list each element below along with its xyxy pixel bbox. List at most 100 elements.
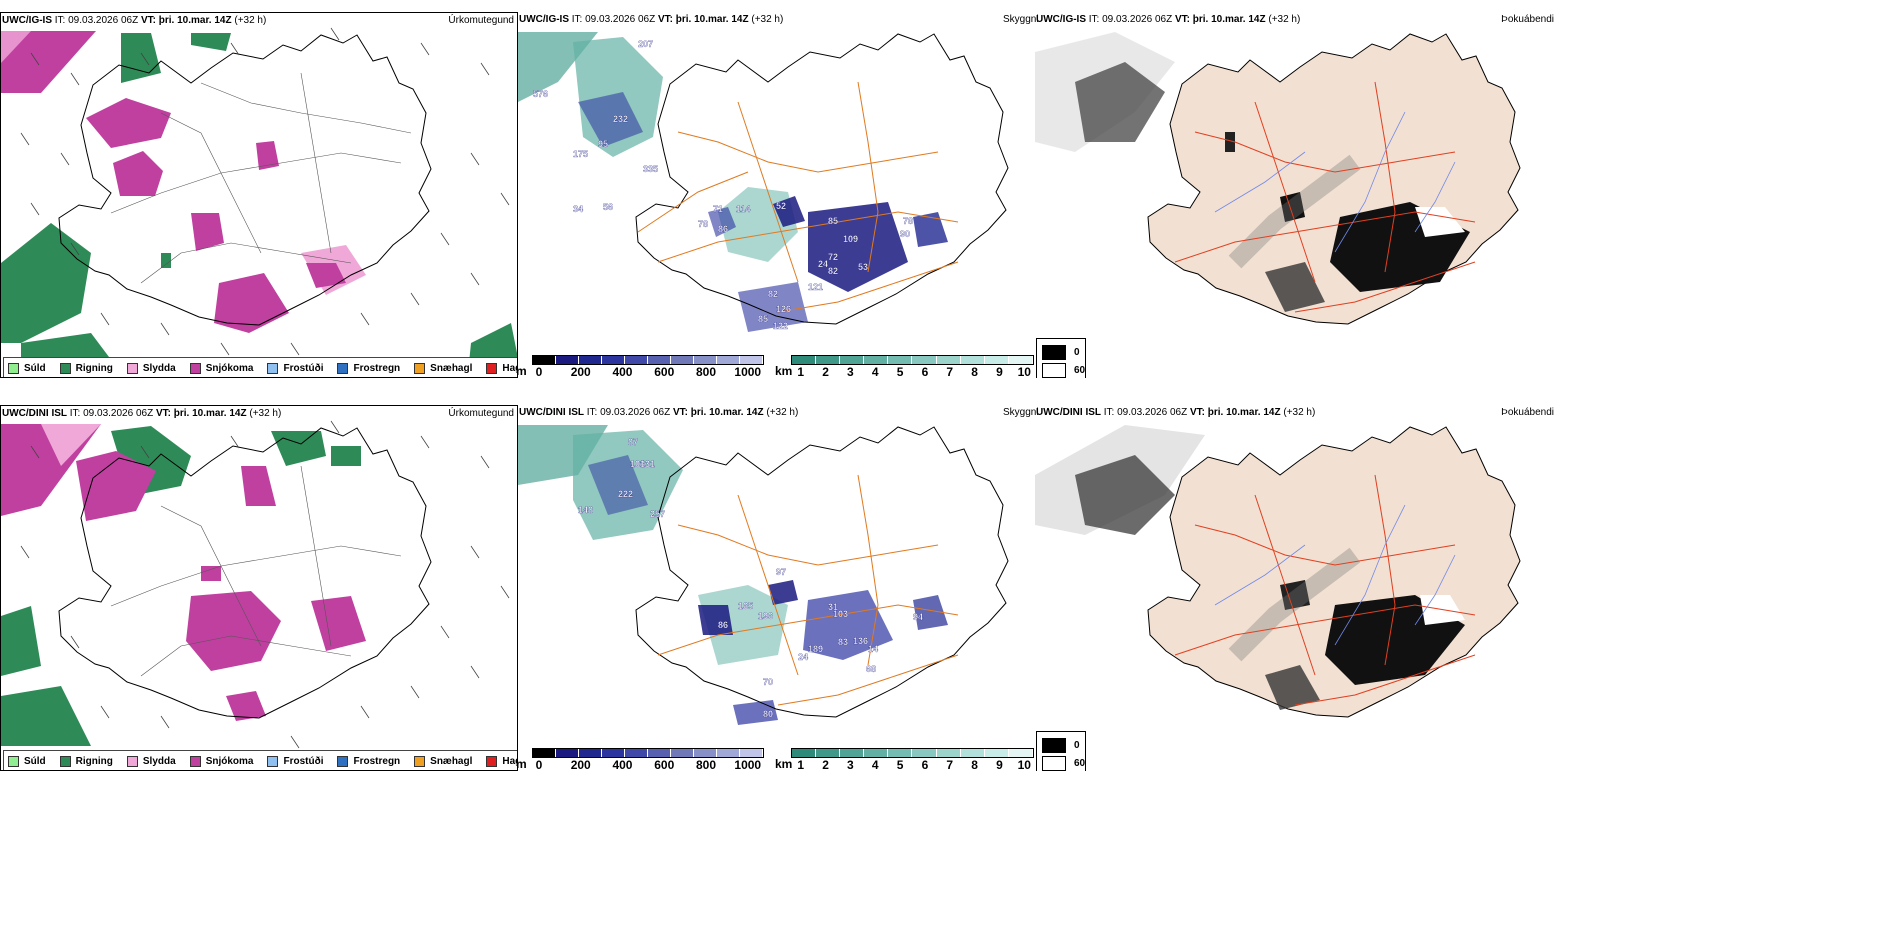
cloud-base-label: 103 (833, 609, 848, 619)
legend-label: Frostúði (283, 362, 324, 374)
cloud-base-label: 189 (808, 644, 823, 654)
legend-label: Snjókoma (205, 755, 254, 767)
cloud-base-label: 82 (828, 266, 838, 276)
panel-title: Þokuábendi (1501, 407, 1554, 418)
panel-title: Úrkomutegund (448, 408, 514, 419)
cloud-base-label: 97 (776, 567, 786, 577)
legend-item: Frostregn (337, 755, 401, 767)
panel-title: Úrkomutegund (448, 15, 514, 26)
cloud-base-label: 108 (630, 459, 645, 469)
cloud-base-label: 56 (603, 202, 613, 212)
fog-legend-label: 60 (1074, 365, 1086, 376)
cloud-base-label: 72 (828, 252, 838, 262)
legend-swatch (337, 362, 349, 374)
legend-swatch (59, 755, 71, 767)
legend-item: Slydda (126, 755, 176, 767)
colorbar-cell (792, 749, 817, 757)
colorbar-cell (936, 749, 961, 757)
cloud-base-label: 257 (650, 509, 665, 519)
cloud-base-label: 136 (853, 636, 868, 646)
legend-swatch (8, 755, 19, 767)
colorbar-cell (717, 356, 740, 364)
colorbar-tick: 0 (535, 758, 543, 771)
legend-label: Rigning (75, 362, 113, 374)
cloud-base-label: 68 (866, 664, 876, 674)
colorbar-tick: 5 (896, 758, 904, 771)
legend-swatch (59, 362, 71, 374)
fog-legend-swatch (1042, 345, 1066, 360)
legend-item: Súld (8, 755, 46, 767)
legend-swatch (126, 755, 138, 767)
cloud-base-label: 121 (808, 282, 823, 292)
legend-swatch (189, 755, 201, 767)
colorbar-tick: 1000 (734, 365, 762, 378)
cloud-base-label: 94 (913, 612, 923, 622)
fog-legend-label: 60 (1074, 758, 1086, 769)
fog-legend-item: 0 (1042, 738, 1080, 753)
legend-label: Snæhagl (430, 755, 473, 767)
colorbar-tick: 600 (654, 365, 675, 378)
legend-swatch (189, 362, 201, 374)
panel-title: Skyggni (1003, 407, 1039, 418)
cloud-base-label: 52 (776, 201, 786, 211)
legend-label: Súld (24, 362, 46, 374)
colorbar-tick: 6 (921, 365, 929, 378)
colorbar-cell (740, 356, 763, 364)
legend-swatch (337, 755, 349, 767)
legend-swatch (267, 362, 279, 374)
colorbar-tick: 5 (896, 365, 904, 378)
cloud-panel-dini: 87 108 131 222 257 148 97 165 196 86 31 103 136 189 83… (518, 405, 1038, 771)
cloud-base-label: 80 (763, 709, 773, 719)
fog-map (1035, 425, 1521, 718)
cloud-base-label: 90 (900, 229, 910, 239)
legend-swatch (8, 362, 19, 374)
colorbar-cell (579, 749, 602, 757)
precip-type-map (1, 27, 517, 373)
legend-label: Frostregn (353, 755, 401, 767)
legend-item: Snæhagl (414, 362, 472, 374)
colorbar-cell (556, 356, 579, 364)
legend-item: Súld (8, 362, 46, 374)
colorbar-tick: 200 (570, 758, 591, 771)
fog-legend-item: 60 (1042, 756, 1085, 771)
legend-label: Haglél (502, 755, 517, 767)
colorbar-tick: 2 (822, 758, 829, 771)
legend-item: Haglél (486, 362, 517, 374)
legend-item: Rigning (59, 362, 113, 374)
precip-type-panel-dini: UWC/DINI ISL IT: 09.03.2026 06Z VT: þri.… (0, 405, 518, 771)
panel-header: UWC/DINI ISL IT: 09.03.2026 06Z VT: þri.… (519, 407, 799, 418)
cloud-base-label: 196 (758, 611, 773, 621)
cloud-base-label: 148 (578, 505, 593, 515)
colorbar-cell (671, 749, 694, 757)
panel-title: Skyggni (1003, 14, 1039, 25)
legend-swatch (414, 755, 426, 767)
cloud-base-label: 86 (718, 224, 728, 234)
cloud-base-label: 78 (903, 216, 913, 226)
colorbar-visibility: km 1 2 3 4 5 6 7 8 9 10 (775, 355, 1034, 378)
panel-header: UWC/IG-IS IT: 09.03.2026 06Z VT: þri. 10… (519, 14, 784, 25)
fog-panel-dini: UWC/DINI ISL IT: 09.03.2026 06Z VT: þri.… (1035, 405, 1555, 771)
legend-label: Rigning (75, 755, 113, 767)
colorbar-tick: 8 (971, 365, 978, 378)
legend-label: Frostregn (353, 362, 401, 374)
cloud-base-label: 222 (618, 489, 633, 499)
cloud-base-label: 175 (573, 149, 588, 159)
cloud-base-label: 126 (776, 304, 791, 314)
colorbar-cell (840, 749, 865, 757)
panel-title: Þokuábendi (1501, 14, 1554, 25)
colorbar-tick: 8 (971, 758, 978, 771)
colorbar-height: m 0 200 400 600 800 1000 (518, 355, 764, 378)
cloud-base-label: 78 (698, 219, 708, 229)
colorbar-cell (912, 356, 937, 364)
cloud-base-label: 165 (738, 601, 753, 611)
legend-swatch (126, 362, 138, 374)
legend-item: Frostúði (267, 362, 324, 374)
colorbar-cell (936, 356, 961, 364)
legend-item: Snjókoma (189, 362, 253, 374)
cloud-base-label: 207 (638, 39, 653, 49)
colorbar-cells (532, 748, 764, 758)
cloud-base-label: 95 (598, 139, 608, 149)
cloud-base-label: 87 (628, 437, 638, 447)
legend-swatch (414, 362, 426, 374)
